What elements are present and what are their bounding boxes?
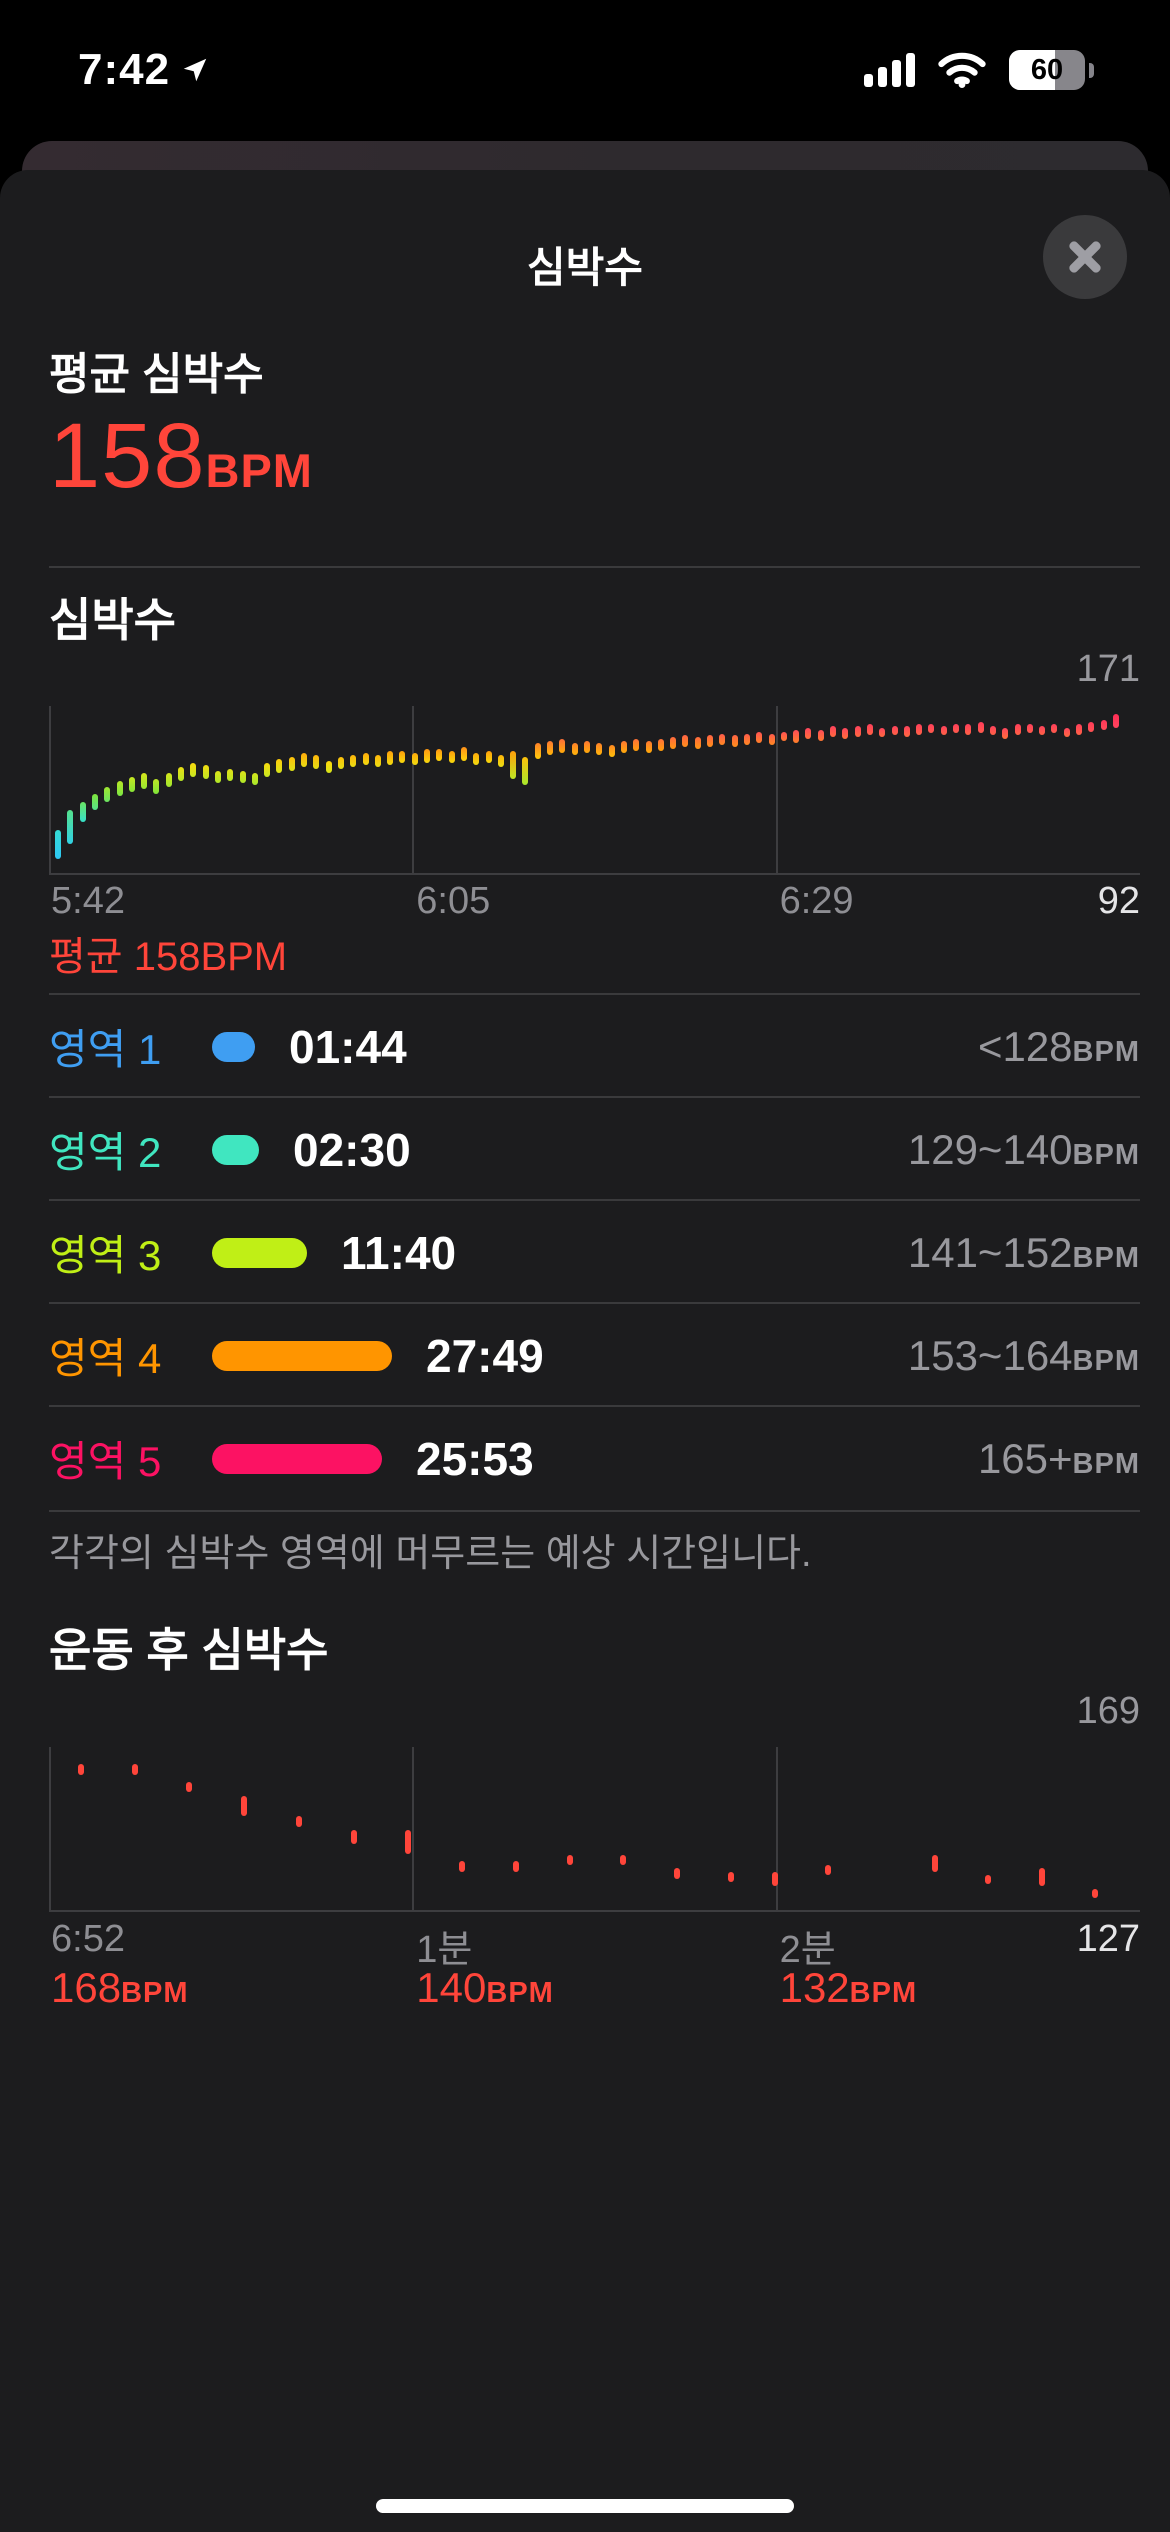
divider <box>49 566 1140 568</box>
zone-1-range: <128 BPM <box>977 1022 1140 1070</box>
battery-icon: 60 <box>1009 50 1085 90</box>
recovery-section-title: 운동 후 심박수 <box>49 1624 329 1676</box>
hr-xtick-1: 5:42 <box>51 880 125 922</box>
zone-row-3: 영역 3 11:40 141~152 BPM <box>49 1199 1140 1304</box>
zone-3-range: 141~152 BPM <box>907 1228 1140 1276</box>
average-hr-number: 158 <box>49 405 206 507</box>
hr-chart-xaxis: 5:42 6:05 6:29 92 <box>49 880 1140 924</box>
recovery-xtick-3: 2분 <box>779 1929 836 1971</box>
zone-5-label: 영역 5 <box>49 1438 162 1485</box>
zone-5-duration-capsule <box>212 1443 382 1474</box>
status-bar: 7:42 60 <box>0 40 1170 100</box>
cellular-signal-icon <box>864 53 915 87</box>
battery-percentage: 60 <box>1030 53 1064 86</box>
zone-5-range: 165+ BPM <box>977 1434 1140 1482</box>
recovery-xtick-1: 6:52 <box>51 1918 125 1960</box>
recovery-chart-ymax-label: 169 <box>1076 1690 1140 1732</box>
recovery-label-start: 168 BPM <box>51 1964 189 2011</box>
recovery-label-1min: 140 BPM <box>416 1964 554 2011</box>
recovery-xtick-2: 1분 <box>416 1929 473 1971</box>
zone-row-4: 영역 4 27:49 153~164 BPM <box>49 1302 1140 1407</box>
hr-chart-ymax-label: 171 <box>1076 648 1140 690</box>
zone-3-time: 11:40 <box>341 1226 457 1279</box>
recovery-chart-xaxis: 6:52 1분 2분 127 <box>49 1918 1140 1971</box>
zone-2-time: 02:30 <box>293 1123 411 1176</box>
status-right-cluster: 60 <box>864 40 1094 100</box>
zone-2-duration-capsule <box>212 1134 259 1165</box>
zone-4-time: 27:49 <box>426 1329 544 1382</box>
zone-row-5: 영역 5 25:53 165+ BPM <box>49 1405 1140 1512</box>
zone-row-2: 영역 2 02:30 129~140 BPM <box>49 1096 1140 1201</box>
status-left-cluster: 7:42 <box>78 40 210 100</box>
average-hr-label: 평균 심박수 <box>49 350 264 399</box>
sheet-title: 심박수 <box>527 244 643 291</box>
recovery-label-2min: 132 BPM <box>779 1964 918 2011</box>
heart-rate-detail-sheet: 심박수 평균 심박수 158 BPM 심박수 171 5:42 6:05 6:2… <box>0 170 1170 2532</box>
zone-4-range: 153~164 BPM <box>907 1331 1140 1379</box>
recovery-chart-plot <box>49 1747 1140 1912</box>
status-time: 7:42 <box>78 45 171 94</box>
zone-3-label: 영역 3 <box>49 1232 162 1279</box>
zone-4-duration-capsule <box>212 1340 392 1371</box>
hr-chart-plot <box>49 706 1140 875</box>
location-arrow-icon <box>180 55 210 85</box>
battery-nub <box>1089 62 1094 78</box>
zone-2-label: 영역 2 <box>49 1129 162 1176</box>
home-indicator[interactable] <box>376 2499 794 2513</box>
hr-chart-average-annotation: 평균 158BPM <box>49 935 288 979</box>
wifi-icon <box>937 51 987 89</box>
hr-chart-ymin-label: 92 <box>1097 880 1140 922</box>
close-button[interactable] <box>1043 215 1127 299</box>
zone-row-1: 영역 1 01:44 <128 BPM <box>49 993 1140 1098</box>
recovery-chart-ymin-label: 127 <box>1076 1918 1140 1960</box>
hr-xtick-2: 6:05 <box>416 880 491 922</box>
hr-chart-section-title: 심박수 <box>49 594 176 646</box>
zone-1-time: 01:44 <box>289 1020 407 1073</box>
average-hr-value: 158 BPM <box>49 404 313 509</box>
zone-2-range: 129~140 BPM <box>907 1125 1140 1173</box>
zone-1-label: 영역 1 <box>49 1026 162 1073</box>
zone-1-duration-capsule <box>212 1031 255 1062</box>
zone-4-label: 영역 4 <box>49 1335 162 1382</box>
zones-caption: 각각의 심박수 영역에 머무르는 예상 시간입니다. <box>49 1533 812 1575</box>
zone-3-duration-capsule <box>212 1237 307 1268</box>
hr-xtick-3: 6:29 <box>779 880 854 922</box>
average-hr-unit: BPM <box>205 444 313 497</box>
zone-5-time: 25:53 <box>416 1432 534 1485</box>
recovery-minute-labels: 168 BPM 140 BPM 132 BPM <box>49 1964 1140 2014</box>
